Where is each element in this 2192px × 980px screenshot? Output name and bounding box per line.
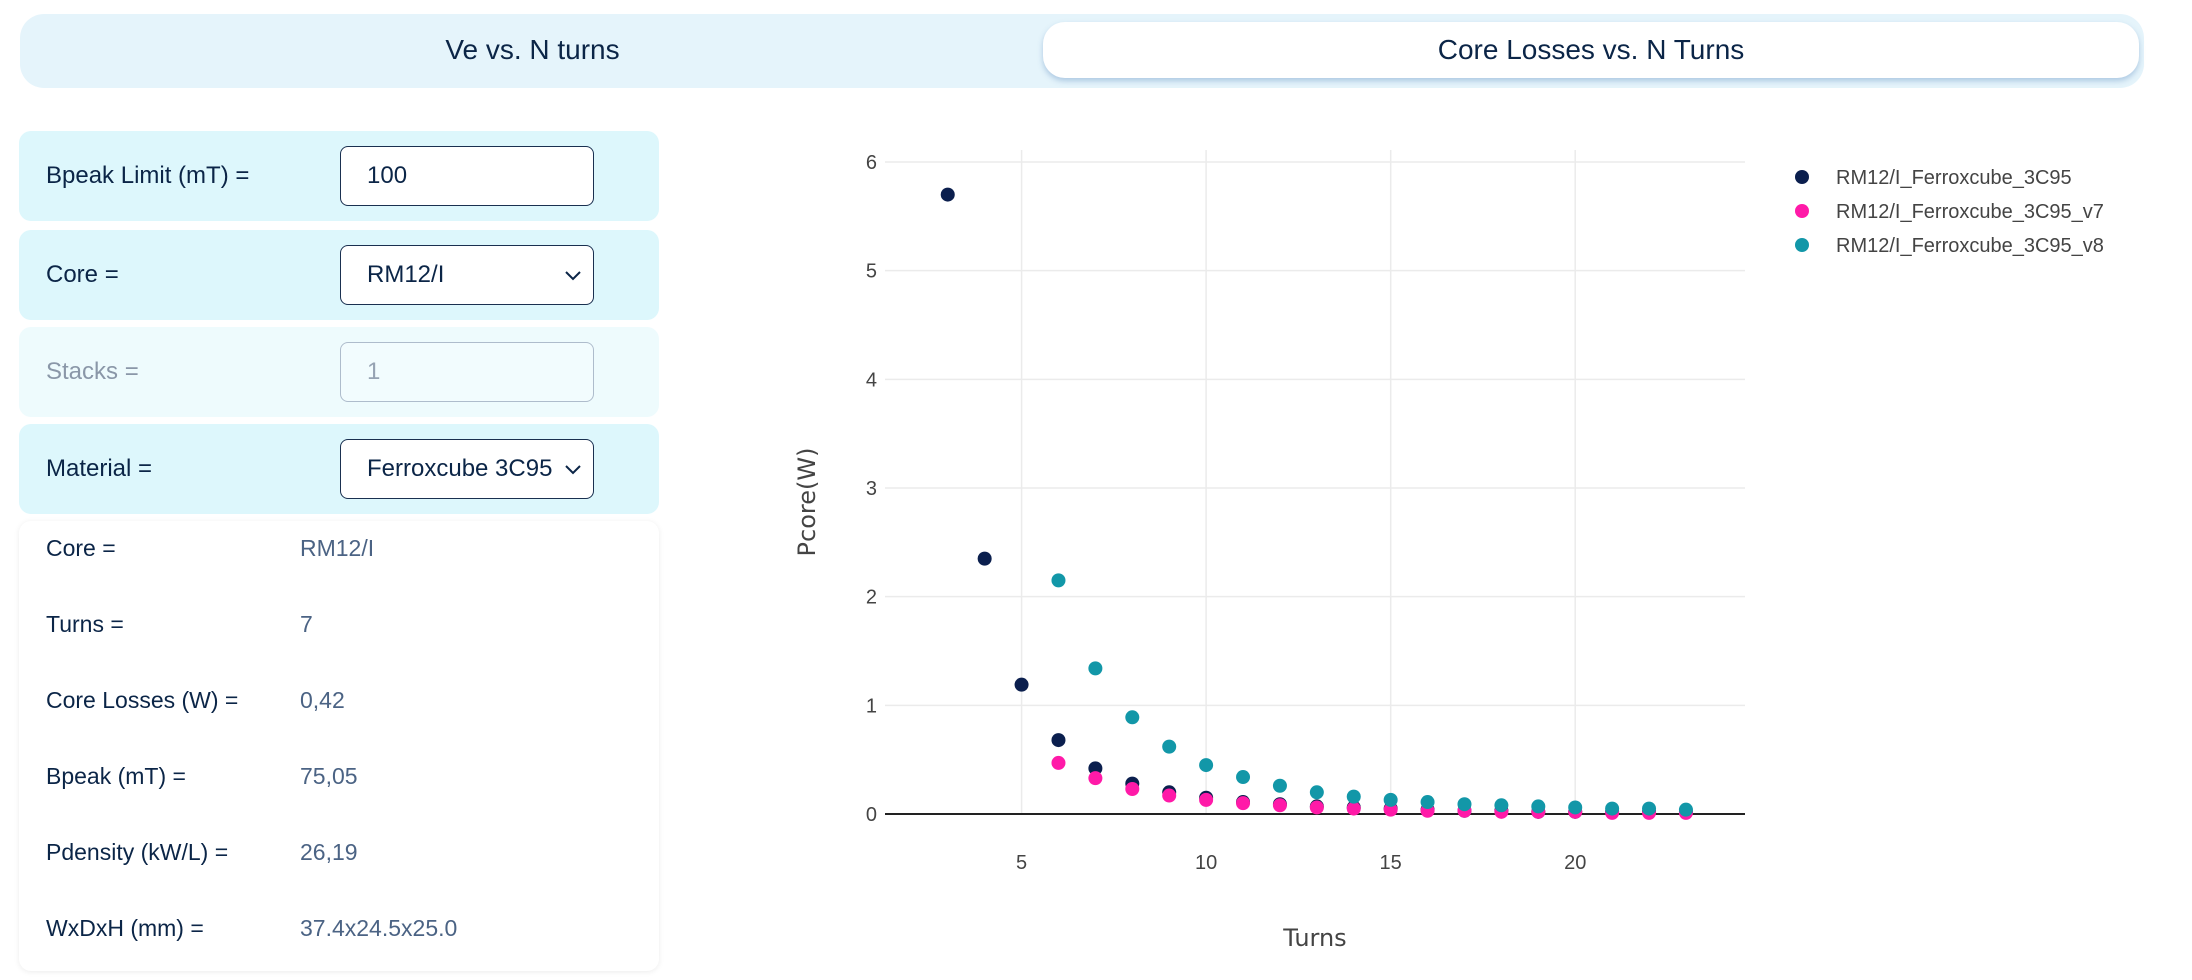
material-row: Material = Ferroxcube 3C95 — [19, 424, 659, 514]
y-tick-label: 4 — [866, 369, 877, 391]
x-axis-label: Turns — [1282, 924, 1346, 952]
bpeak-limit-row: Bpeak Limit (mT) = 100 — [19, 131, 659, 221]
info-row-pdensity: Pdensity (kW/L) = 26,19 — [19, 839, 659, 879]
chart-legend: RM12/I_Ferroxcube_3C95 RM12/I_Ferroxcube_… — [1795, 167, 2104, 257]
data-point — [1531, 799, 1546, 814]
y-tick-label: 6 — [866, 152, 877, 174]
data-point — [1568, 800, 1583, 815]
y-tick-label: 1 — [866, 695, 877, 717]
core-info-card: Core = RM12/I Turns = 7 Core Losses (W) … — [19, 521, 659, 971]
y-tick-label: 2 — [866, 587, 877, 609]
core-select[interactable]: RM12/I — [340, 245, 594, 305]
material-select-value: Ferroxcube 3C95 — [367, 455, 553, 482]
data-point — [1272, 778, 1287, 793]
legend-label: RM12/I_Ferroxcube_3C95_v7 — [1836, 201, 2104, 223]
data-point — [1309, 785, 1324, 800]
bpeak-limit-input[interactable]: 100 — [340, 146, 594, 206]
info-value: 7 — [300, 611, 313, 637]
data-point — [1678, 802, 1693, 817]
legend-marker — [1795, 204, 1809, 218]
info-label: Turns = — [46, 611, 124, 637]
bpeak-limit-label: Bpeak Limit (mT) = — [46, 162, 250, 189]
x-tick-label: 20 — [1564, 852, 1586, 874]
data-point — [1236, 770, 1251, 785]
info-value: 75,05 — [300, 763, 358, 789]
chevron-down-icon — [565, 271, 581, 281]
material-select[interactable]: Ferroxcube 3C95 — [340, 439, 594, 499]
data-point — [1088, 661, 1103, 676]
info-value: 37.4x24.5x25.0 — [300, 915, 458, 941]
info-label: Bpeak (mT) = — [46, 763, 186, 789]
data-point — [1051, 733, 1066, 748]
material-label: Material = — [46, 455, 153, 482]
data-point — [1236, 796, 1251, 811]
tab-bar: Ve vs. N turns Core Losses vs. N Turns — [20, 14, 2144, 88]
info-label: Core Losses (W) = — [46, 687, 239, 713]
legend-marker — [1795, 170, 1809, 184]
legend-label: RM12/I_Ferroxcube_3C95 — [1836, 167, 2072, 189]
data-point — [1383, 792, 1398, 807]
data-point — [1199, 758, 1214, 773]
data-point — [1457, 797, 1472, 812]
stacks-row: Stacks = 1 — [19, 327, 659, 417]
stacks-label: Stacks = — [46, 358, 139, 385]
stacks-input[interactable]: 1 — [340, 342, 594, 402]
tab-core-losses-vs-n-turns[interactable]: Core Losses vs. N Turns — [1043, 22, 2139, 78]
data-point — [940, 187, 955, 202]
data-point — [1309, 800, 1324, 815]
info-value: 26,19 — [300, 839, 358, 865]
data-point — [1051, 573, 1066, 588]
data-point — [1088, 761, 1103, 776]
data-point — [1346, 789, 1361, 804]
chart-grid — [885, 150, 1745, 815]
data-point — [1420, 795, 1435, 810]
data-point — [1014, 677, 1029, 692]
x-tick-label: 15 — [1380, 852, 1402, 874]
info-row-turns: Turns = 7 — [19, 611, 659, 651]
info-row-dimensions: WxDxH (mm) = 37.4x24.5x25.0 — [19, 915, 659, 955]
info-label: Core = — [46, 535, 116, 561]
chart-ticks: 5 10 15 20 0 1 2 3 4 5 6 — [866, 152, 1586, 874]
y-tick-label: 0 — [866, 804, 877, 826]
y-tick-label: 5 — [866, 261, 877, 283]
info-row-bpeak: Bpeak (mT) = 75,05 — [19, 763, 659, 803]
data-point — [1494, 798, 1509, 813]
data-point — [1605, 801, 1620, 816]
legend-marker — [1795, 238, 1809, 252]
data-point — [1162, 739, 1177, 754]
chart-points — [940, 187, 1693, 820]
info-label: WxDxH (mm) = — [46, 915, 204, 941]
data-point — [1125, 710, 1140, 725]
data-point — [1125, 782, 1140, 797]
core-row: Core = RM12/I — [19, 230, 659, 320]
y-tick-label: 3 — [866, 478, 877, 500]
chevron-down-icon — [565, 465, 581, 475]
data-point — [1051, 755, 1066, 770]
info-value: 0,42 — [300, 687, 345, 713]
data-point — [977, 551, 992, 566]
data-point — [1272, 798, 1287, 813]
legend-label: RM12/I_Ferroxcube_3C95_v8 — [1836, 235, 2104, 257]
data-point — [1383, 802, 1398, 817]
x-tick-label: 10 — [1195, 852, 1217, 874]
y-axis-label: Pcore(W) — [793, 448, 821, 557]
info-value: RM12/I — [300, 535, 375, 561]
info-label: Pdensity (kW/L) = — [46, 839, 229, 865]
data-point — [1088, 771, 1103, 786]
data-point — [1346, 801, 1361, 816]
tab-ve-vs-n-turns[interactable]: Ve vs. N turns — [445, 34, 620, 65]
core-label: Core = — [46, 261, 119, 288]
data-point — [1199, 792, 1214, 807]
info-row-core: Core = RM12/I — [19, 535, 659, 575]
info-row-core-losses: Core Losses (W) = 0,42 — [19, 687, 659, 727]
core-select-value: RM12/I — [367, 261, 445, 288]
x-tick-label: 5 — [1016, 852, 1027, 874]
data-point — [1642, 801, 1657, 816]
data-point — [1162, 788, 1177, 803]
